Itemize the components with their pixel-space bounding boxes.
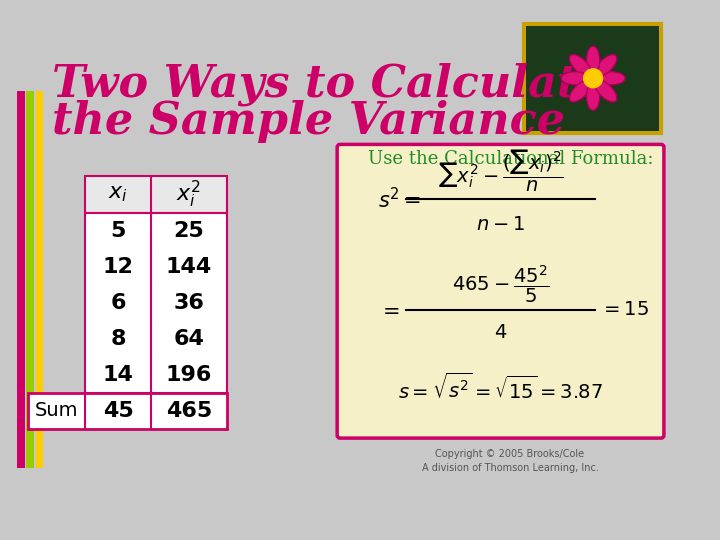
Text: 6: 6	[110, 293, 126, 313]
Ellipse shape	[570, 80, 591, 102]
Ellipse shape	[595, 55, 617, 77]
Text: $n-1$: $n-1$	[476, 215, 525, 234]
Text: A division of Thomson Learning, Inc.: A division of Thomson Learning, Inc.	[421, 463, 598, 474]
Text: the Sample Variance: the Sample Variance	[52, 100, 565, 143]
Text: $s^2 =$: $s^2 =$	[378, 186, 421, 212]
Ellipse shape	[587, 46, 600, 75]
Text: 12: 12	[103, 257, 133, 277]
Bar	[85, 176, 227, 213]
Text: $\sum x_i^2 - \dfrac{(\sum x_i)^2}{n}$: $\sum x_i^2 - \dfrac{(\sum x_i)^2}{n}$	[438, 148, 563, 194]
Ellipse shape	[570, 55, 591, 77]
Bar	[28, 393, 227, 429]
Bar	[85, 249, 227, 285]
Bar	[524, 24, 661, 133]
Text: $x_i^2$: $x_i^2$	[176, 179, 202, 210]
Text: 8: 8	[110, 329, 126, 349]
Bar	[27, 91, 34, 468]
Bar	[17, 91, 24, 468]
Text: 196: 196	[166, 365, 212, 385]
Text: $x_i$: $x_i$	[108, 185, 128, 205]
Text: 25: 25	[174, 221, 204, 241]
Bar	[85, 285, 227, 321]
Text: $4$: $4$	[494, 323, 507, 342]
Circle shape	[584, 69, 603, 87]
Text: Two Ways to Calculate: Two Ways to Calculate	[52, 62, 606, 106]
Text: 144: 144	[166, 257, 212, 277]
Text: Sum: Sum	[35, 401, 78, 420]
Bar	[85, 321, 227, 357]
Bar	[526, 26, 660, 131]
Bar	[36, 91, 43, 468]
Text: 465: 465	[166, 401, 212, 421]
Ellipse shape	[595, 80, 617, 102]
Bar	[85, 213, 227, 393]
Ellipse shape	[587, 82, 600, 110]
Text: 64: 64	[174, 329, 204, 349]
Text: 5: 5	[110, 221, 126, 241]
Text: 36: 36	[174, 293, 204, 313]
Bar	[85, 357, 227, 393]
Text: Copyright © 2005 Brooks/Cole: Copyright © 2005 Brooks/Cole	[436, 449, 585, 459]
Text: Use the Calculational Formula:: Use the Calculational Formula:	[369, 150, 654, 168]
Ellipse shape	[597, 72, 625, 85]
FancyBboxPatch shape	[337, 144, 664, 438]
Ellipse shape	[561, 72, 589, 85]
Text: $s = \sqrt{s^2} = \sqrt{15} = 3.87$: $s = \sqrt{s^2} = \sqrt{15} = 3.87$	[398, 373, 603, 403]
Bar	[85, 213, 227, 249]
Text: $= 15$: $= 15$	[600, 300, 649, 319]
Text: $465 - \dfrac{45^2}{5}$: $465 - \dfrac{45^2}{5}$	[452, 263, 549, 305]
Text: 14: 14	[103, 365, 133, 385]
Text: $=$: $=$	[378, 300, 399, 320]
Text: 45: 45	[103, 401, 133, 421]
